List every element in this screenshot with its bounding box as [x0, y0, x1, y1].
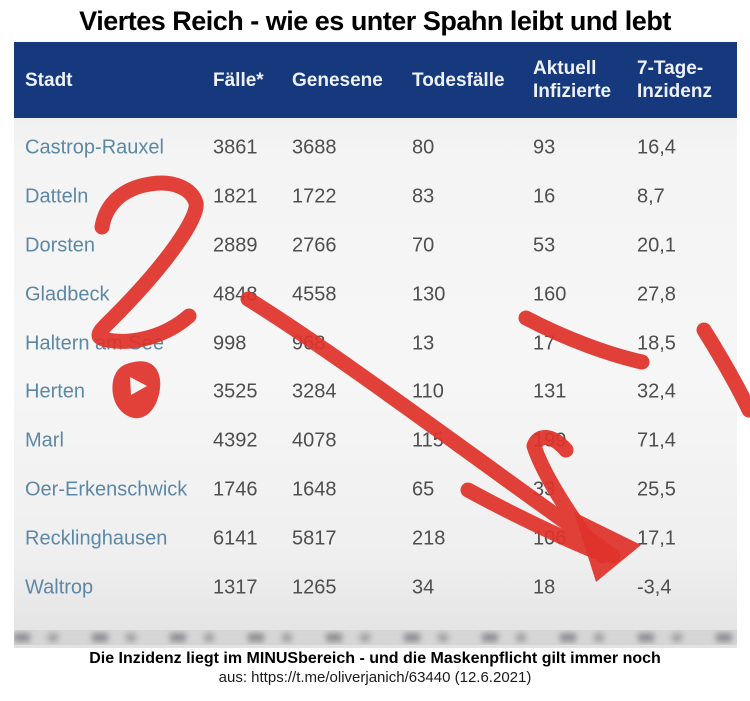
- cell-stadt: Herten: [25, 380, 86, 403]
- table-row: Marl 4392 4078 115 199 71,4: [14, 417, 737, 466]
- cell-faelle: 4392: [213, 429, 258, 452]
- cell-faelle: 6141: [213, 527, 258, 550]
- blurred-text-smudges: [14, 633, 737, 642]
- cell-genesene: 3284: [292, 380, 337, 403]
- cell-aktuell-infizierte: 93: [533, 136, 556, 159]
- column-header-7-tage-inzidenz: 7-Tage- Inzidenz: [637, 58, 712, 102]
- cell-genesene: 5817: [292, 527, 337, 550]
- cell-inzidenz: 25,5: [637, 478, 676, 501]
- table-screenshot: Stadt Fälle* Genesene Todesfälle Aktuell…: [14, 42, 737, 648]
- table-row: Haltern am See 998 968 13 17 18,5: [14, 319, 737, 368]
- cell-stadt: Haltern am See: [25, 332, 164, 355]
- cell-aktuell-infizierte: 199: [533, 429, 567, 452]
- cell-stadt: Oer-Erkenschwick: [25, 478, 188, 501]
- cell-aktuell-infizierte: 18: [533, 576, 556, 599]
- cell-todesfaelle: 13: [412, 332, 435, 355]
- cell-genesene: 3688: [292, 136, 337, 159]
- cell-faelle: 1746: [213, 478, 258, 501]
- cell-faelle: 3525: [213, 380, 258, 403]
- cell-stadt: Marl: [25, 429, 64, 452]
- column-header-stadt: Stadt: [25, 69, 73, 91]
- cell-genesene: 1265: [292, 576, 337, 599]
- cell-todesfaelle: 110: [412, 380, 444, 403]
- table-row: Waltrop 1317 1265 34 18 -3,4: [14, 563, 737, 612]
- cell-genesene: 1648: [292, 478, 337, 501]
- cell-aktuell-infizierte: 106: [533, 527, 567, 550]
- table-header: Stadt Fälle* Genesene Todesfälle Aktuell…: [14, 42, 737, 118]
- cutoff-blurred-row: [14, 630, 737, 645]
- cell-aktuell-infizierte: 33: [533, 478, 556, 501]
- table-row: Castrop-Rauxel 3861 3688 80 93 16,4: [14, 124, 737, 173]
- cell-faelle: 1317: [213, 576, 258, 599]
- cell-stadt: Waltrop: [25, 576, 94, 599]
- cell-aktuell-infizierte: 17: [533, 332, 556, 355]
- cell-todesfaelle: 83: [412, 185, 435, 208]
- cell-stadt: Recklinghausen: [25, 527, 168, 550]
- table-body: Castrop-Rauxel 3861 3688 80 93 16,4 Datt…: [14, 124, 737, 612]
- cell-todesfaelle: 218: [412, 527, 446, 550]
- cell-stadt: Castrop-Rauxel: [25, 136, 164, 159]
- cell-aktuell-infizierte: 131: [533, 380, 567, 403]
- table-row: Datteln 1821 1722 83 16 8,7: [14, 173, 737, 222]
- cell-todesfaelle: 34: [412, 576, 435, 599]
- cell-todesfaelle: 115: [412, 429, 444, 452]
- table-row: Recklinghausen 6141 5817 218 106 17,1: [14, 514, 737, 563]
- cell-aktuell-infizierte: 53: [533, 234, 556, 257]
- cell-stadt: Datteln: [25, 185, 89, 208]
- cell-aktuell-infizierte: 160: [533, 283, 567, 306]
- cell-genesene: 4078: [292, 429, 337, 452]
- cell-inzidenz: 20,1: [637, 234, 676, 257]
- cell-todesfaelle: 65: [412, 478, 435, 501]
- cell-genesene: 968: [292, 332, 326, 355]
- cell-inzidenz: 16,4: [637, 136, 676, 159]
- cell-stadt: Dorsten: [25, 234, 96, 257]
- cell-inzidenz: -3,4: [637, 576, 672, 599]
- cell-todesfaelle: 80: [412, 136, 435, 159]
- cell-stadt: Gladbeck: [25, 283, 110, 306]
- caption-source: aus: https://t.me/oliverjanich/63440 (12…: [218, 669, 532, 686]
- cell-faelle: 1821: [213, 185, 258, 208]
- table-row: Dorsten 2889 2766 70 53 20,1: [14, 222, 737, 271]
- caption-statement: Die Inzidenz liegt im MINUSbereich - und…: [89, 650, 661, 667]
- cell-inzidenz: 32,4: [637, 380, 676, 403]
- cell-todesfaelle: 130: [412, 283, 446, 306]
- cell-todesfaelle: 70: [412, 234, 435, 257]
- column-header-genesene: Genesene: [292, 69, 383, 91]
- cell-inzidenz: 18,5: [637, 332, 676, 355]
- table-row: Oer-Erkenschwick 1746 1648 65 33 25,5: [14, 466, 737, 515]
- cell-faelle: 998: [213, 332, 247, 355]
- cell-faelle: 3861: [213, 136, 258, 159]
- column-header-aktuell-infizierte: Aktuell Infizierte: [533, 58, 612, 102]
- cell-inzidenz: 8,7: [637, 185, 665, 208]
- cell-genesene: 1722: [292, 185, 337, 208]
- cell-faelle: 4848: [213, 283, 258, 306]
- cell-genesene: 4558: [292, 283, 337, 306]
- cell-inzidenz: 27,8: [637, 283, 676, 306]
- cell-inzidenz: 17,1: [637, 527, 676, 550]
- cell-genesene: 2766: [292, 234, 337, 257]
- table-row: Herten 3525 3284 110 131 32,4: [14, 368, 737, 417]
- column-header-faelle: Fälle*: [213, 69, 264, 91]
- page-title: Viertes Reich - wie es unter Spahn leibt…: [79, 6, 671, 36]
- column-header-todesfaelle: Todesfälle: [412, 69, 505, 91]
- cell-inzidenz: 71,4: [637, 429, 676, 452]
- cell-aktuell-infizierte: 16: [533, 185, 556, 208]
- cell-faelle: 2889: [213, 234, 258, 257]
- table-row: Gladbeck 4848 4558 130 160 27,8: [14, 270, 737, 319]
